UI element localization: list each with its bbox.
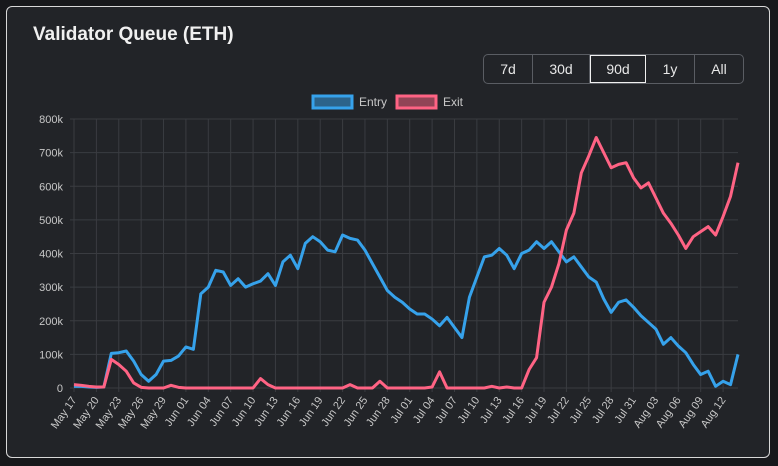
range-all-button[interactable]: All [711, 61, 727, 77]
range-30d-button[interactable]: 30d [533, 55, 590, 83]
x-tick-label: Jul 04 [411, 395, 438, 426]
x-tick-label: Jul 01 [389, 395, 416, 426]
range-selector: 7d 30d 90d 1y All [483, 54, 744, 84]
x-tick-label: Jul 22 [545, 395, 572, 426]
x-tick-label: Jul 13 [478, 395, 505, 426]
legend-label: Entry [359, 95, 387, 109]
page-title: Validator Queue (ETH) [33, 24, 234, 45]
series-line-entry [74, 233, 740, 389]
x-tick-label: Jul 16 [500, 395, 527, 426]
range-90d-button[interactable]: 90d [590, 55, 646, 83]
x-tick-label: Jul 28 [590, 395, 617, 426]
y-tick-label: 200k [39, 316, 63, 328]
x-tick-label: Jul 07 [433, 395, 460, 426]
y-tick-label: 700k [39, 148, 63, 160]
x-tick-label: Jun 28 [364, 395, 393, 429]
x-tick-label: Jul 19 [523, 395, 550, 426]
legend-swatch-exit [395, 94, 438, 110]
x-tick-label: Jul 25 [568, 395, 595, 426]
y-tick-label: 0 [57, 383, 63, 395]
range-1y-button[interactable]: 1y [646, 55, 695, 83]
y-tick-label: 400k [39, 249, 63, 261]
series-line-exit [73, 135, 740, 390]
range-7d-button[interactable]: 7d [484, 55, 533, 83]
y-tick-label: 300k [39, 282, 63, 294]
legend-label: Exit [443, 95, 464, 109]
legend-swatch-entry [311, 94, 354, 110]
y-tick-label: 800k [39, 114, 63, 126]
y-tick-label: 600k [39, 181, 63, 193]
y-tick-label: 100k [39, 349, 63, 361]
x-tick-label: Jul 10 [456, 395, 483, 426]
y-tick-label: 500k [39, 215, 63, 227]
